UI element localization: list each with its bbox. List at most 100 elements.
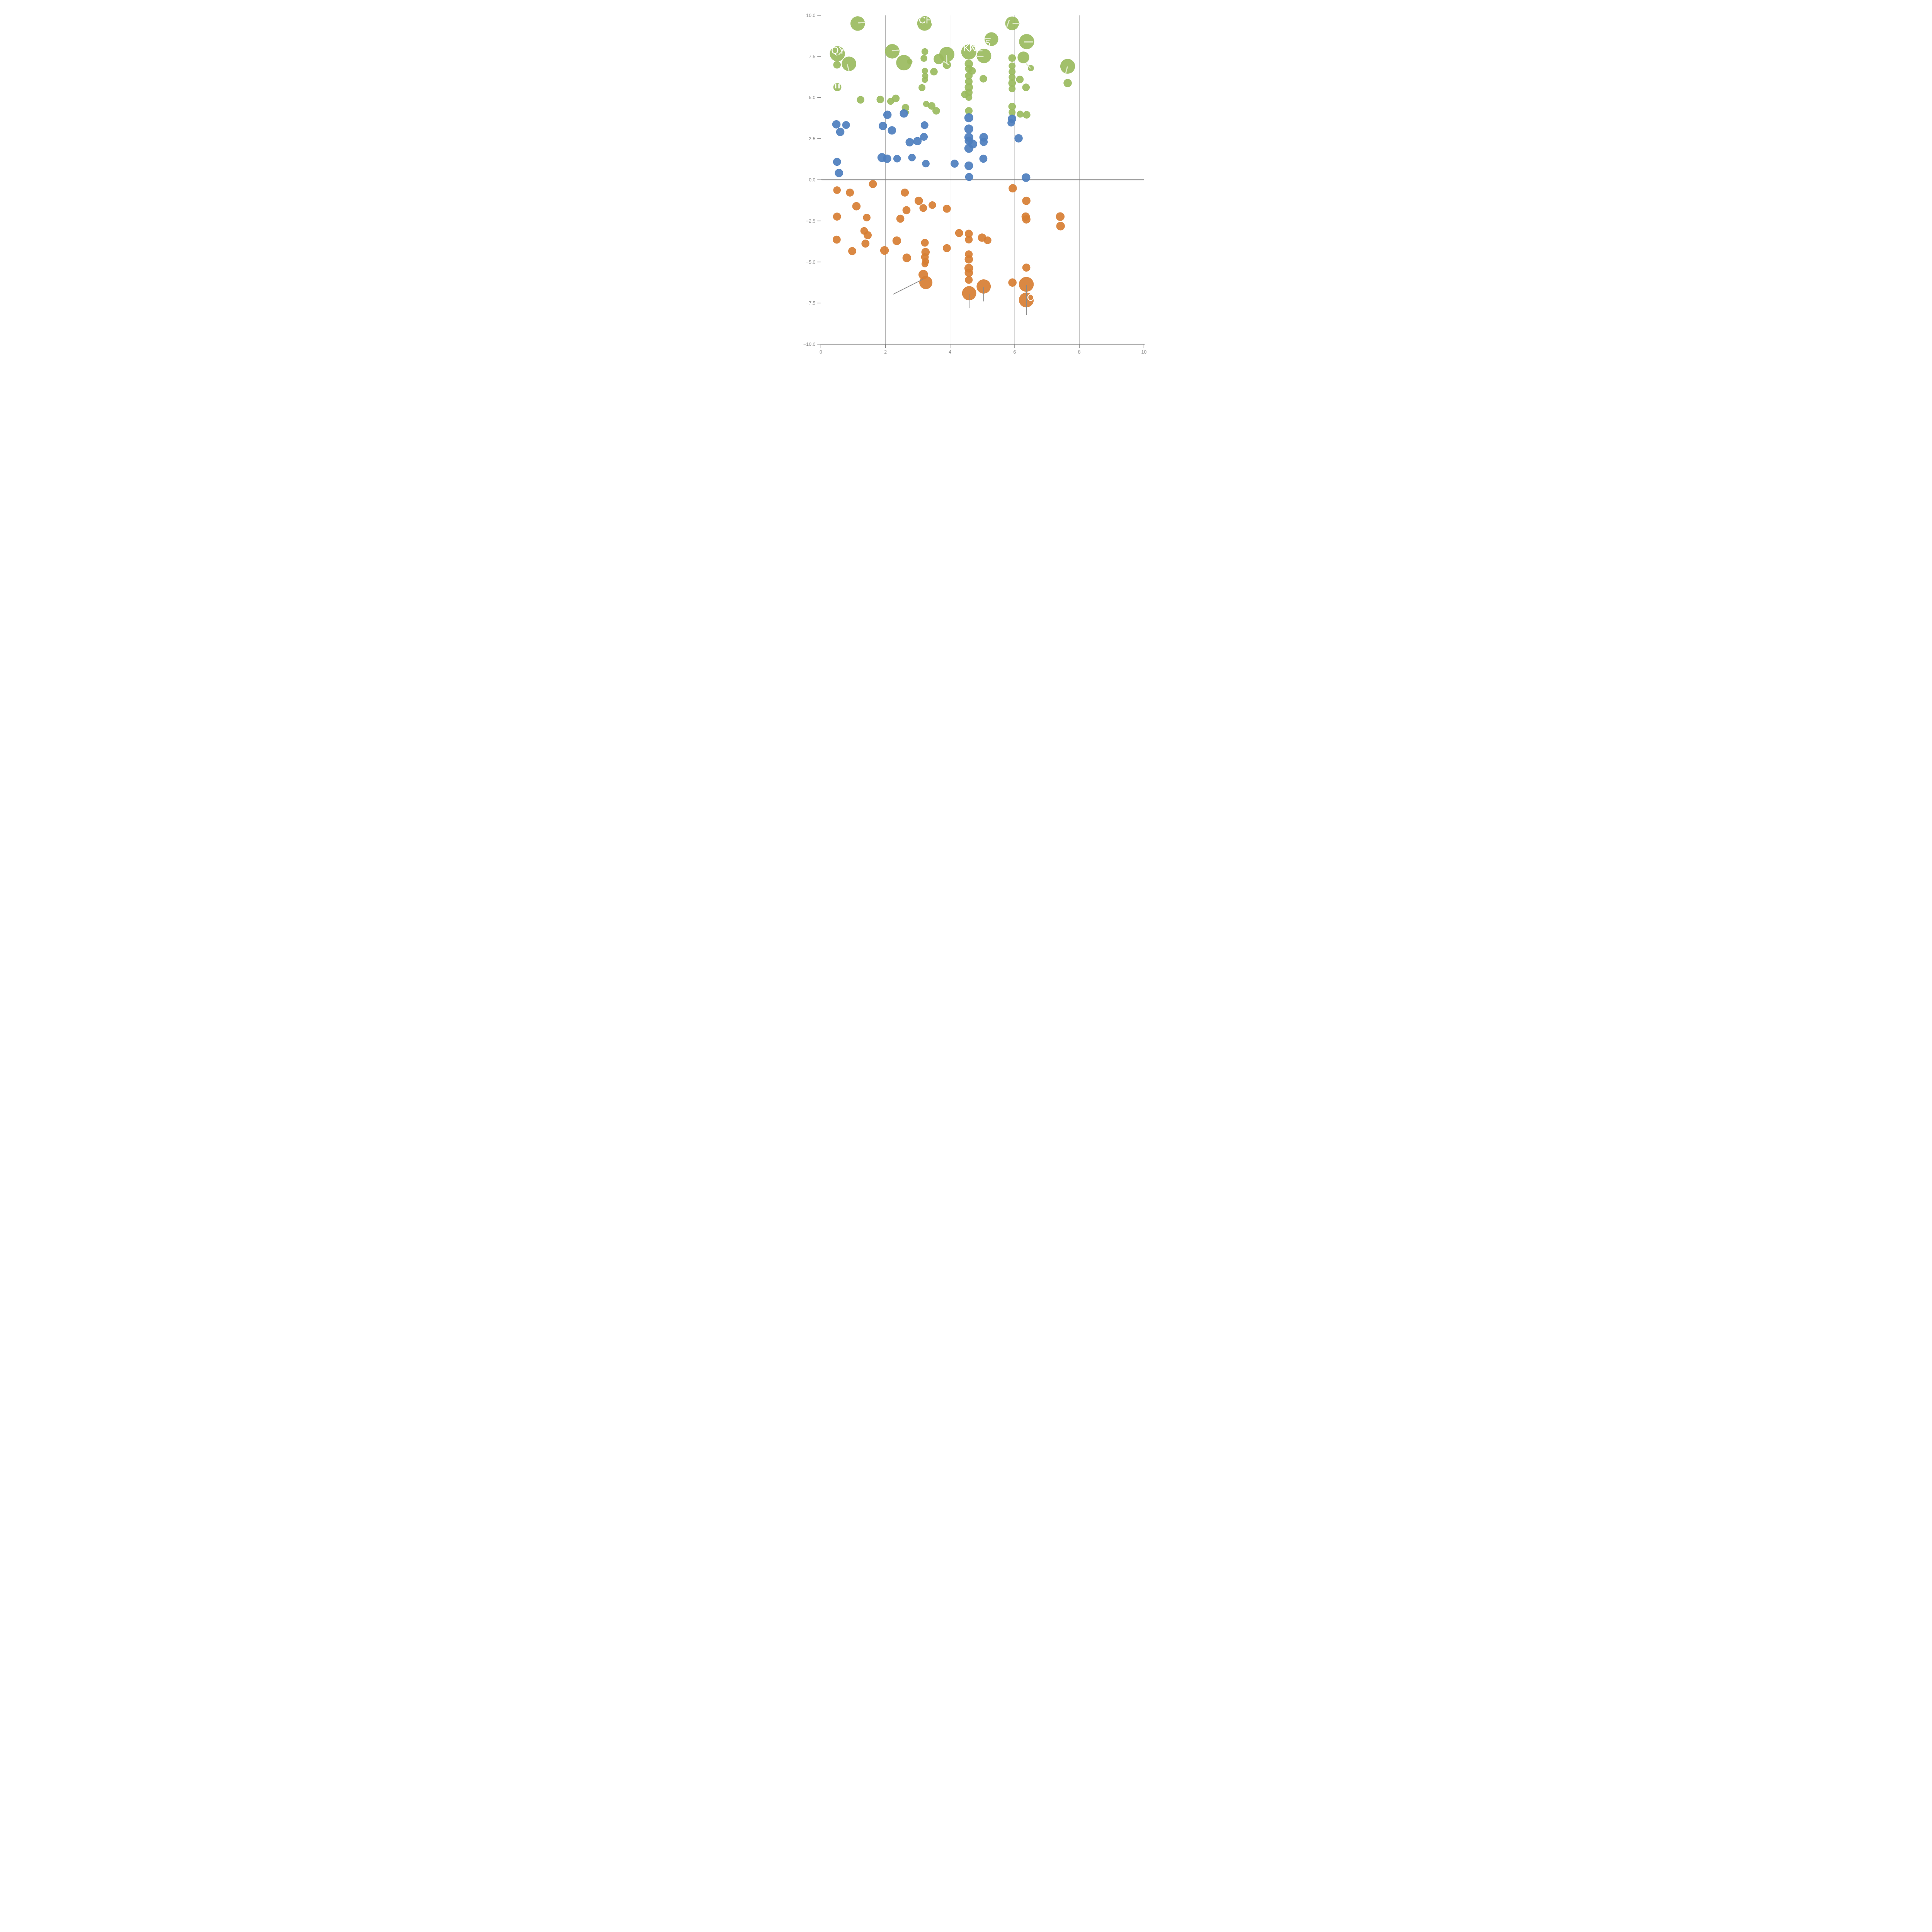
white-letter-stem: [835, 84, 837, 88]
data-point-group-orange: [914, 196, 923, 205]
data-point-group-orange: [921, 260, 929, 267]
data-point-group-blue: [900, 109, 908, 118]
data-point-group-green: [920, 55, 927, 62]
data-point-group-blue: [833, 158, 841, 166]
data-point-group-blue: [842, 121, 850, 129]
data-point-group-green: [985, 32, 998, 46]
x-tick-label: 0: [820, 349, 822, 355]
data-point-group-orange: [869, 180, 877, 188]
data-point-group-orange: [1022, 196, 1031, 205]
bubble-chart-figure: 10.0 7.5 5.0 2.5 0.0 −2.5 −5.0 −7.5 −10.0 0 2 4 6 8 10…: [773, 0, 1159, 386]
data-point-group-green: [965, 94, 973, 101]
data-point-group-green: [896, 55, 912, 71]
y-tick-label: −10.0: [803, 342, 815, 347]
data-point-group-green: [907, 59, 913, 65]
data-point-group-orange: [880, 246, 889, 255]
leader-dash: [891, 49, 899, 51]
data-point-group-orange: [962, 286, 976, 301]
data-point-group-blue: [913, 137, 922, 145]
data-point-group-orange: [964, 269, 973, 277]
data-point-group-orange: [965, 276, 973, 284]
data-point-group-blue: [836, 128, 845, 136]
data-point-group-green: [850, 16, 865, 31]
data-point-group-blue: [905, 138, 914, 146]
data-point-group-orange: [846, 188, 854, 197]
bubble-label: 5: [985, 38, 990, 49]
data-point-group-orange: [863, 214, 871, 221]
data-point-group-green: [1017, 51, 1029, 63]
data-point-group-orange: [1056, 222, 1065, 231]
data-point-group-green: [1009, 62, 1016, 70]
data-point-group-green: [1009, 68, 1016, 75]
data-point-group-orange: [861, 239, 870, 248]
data-point-group-blue: [832, 120, 841, 129]
data-point-group-green: [922, 68, 928, 74]
y-tick-label: −7.5: [806, 301, 816, 306]
data-point-group-green: [934, 54, 944, 65]
data-point-group-green: [1008, 103, 1016, 111]
data-point-group-blue: [964, 113, 973, 122]
data-point-group-blue: [979, 155, 988, 163]
data-point-group-blue: [888, 126, 896, 135]
bubble-label: KNE: [963, 43, 983, 53]
data-point-group-green: [830, 46, 845, 61]
leader-dash: [969, 45, 975, 52]
x-tick-label: 2: [884, 349, 887, 355]
data-point-group-orange: [983, 236, 992, 244]
y-tick-label: 0.0: [809, 177, 815, 183]
data-point-group-blue: [964, 161, 973, 170]
data-point-group-orange: [965, 236, 973, 244]
data-point-group-blue: [883, 154, 891, 163]
data-point-group-green: [885, 44, 900, 59]
data-point-group-blue: [965, 173, 973, 181]
data-point-group-green: [1008, 54, 1016, 62]
y-tick-label: −2.5: [806, 218, 816, 224]
data-point-group-blue: [980, 138, 988, 146]
data-point-group-green: [876, 95, 884, 104]
data-point-group-green: [921, 48, 929, 55]
data-point-group-blue: [1022, 173, 1031, 182]
data-point-group-orange: [902, 206, 911, 214]
data-point-group-green: [976, 48, 992, 63]
data-point-group-green: [1063, 79, 1072, 87]
data-point-group-blue: [964, 124, 973, 134]
data-point-group-orange: [1008, 278, 1017, 287]
data-point-group-orange: [1009, 184, 1017, 193]
data-point-group-orange: [864, 231, 872, 240]
data-point-group-orange: [852, 202, 861, 211]
y-tick-label: 5.0: [809, 95, 815, 100]
data-point-group-green: [930, 68, 938, 76]
data-point-group-blue: [893, 155, 901, 163]
bubble-label: QY: [831, 45, 845, 56]
data-point-group-orange: [943, 204, 951, 213]
data-point-group-blue: [883, 111, 892, 119]
x-tick-label: 4: [949, 349, 951, 355]
data-point-group-green: [917, 16, 932, 31]
data-point-group-orange: [1019, 277, 1034, 292]
data-point-group-green: [1017, 111, 1024, 118]
data-point-group-green: [833, 61, 841, 69]
data-point-group-orange: [919, 276, 933, 289]
scatter-plot-canvas: 10.0 7.5 5.0 2.5 0.0 −2.5 −5.0 −7.5 −10.0 0 2 4 6 8 10…: [803, 13, 1147, 355]
data-point-group-green: [857, 96, 865, 104]
y-tick-label: 10.0: [806, 13, 815, 18]
data-point-group-orange: [1056, 212, 1065, 221]
leader-dash: [943, 61, 949, 66]
leader-dash: [1065, 66, 1068, 74]
data-point-group-green: [965, 72, 973, 80]
data-point-group-blue: [920, 133, 928, 141]
data-point-group-orange: [955, 229, 963, 237]
data-point-group-blue: [920, 121, 929, 129]
data-point-group-green: [965, 107, 973, 115]
data-point-group-green: [922, 77, 928, 83]
x-tick-label: 10: [1141, 349, 1147, 355]
data-point-group-green: [1023, 111, 1031, 119]
data-point-group-blue: [1007, 119, 1015, 127]
data-point-group-green: [965, 78, 973, 85]
data-point-group-blue: [951, 160, 959, 168]
data-point-group-orange: [833, 186, 841, 194]
annotation-line: [893, 279, 924, 295]
data-point-group-orange: [929, 201, 936, 209]
data-point-group-orange: [902, 253, 911, 262]
y-tick-label: −5.0: [806, 259, 816, 265]
